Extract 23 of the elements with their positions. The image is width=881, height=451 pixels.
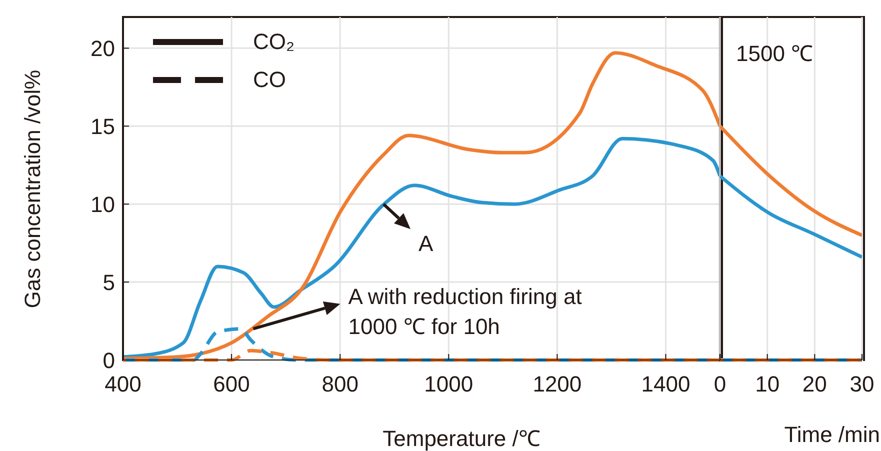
annotation: A xyxy=(418,230,434,258)
x-tick-label: 400 xyxy=(104,372,142,397)
x-axis-title: Time /min xyxy=(784,422,880,448)
y-tick-label: 20 xyxy=(90,36,115,61)
y-tick-label: 15 xyxy=(90,114,115,139)
y-tick-label: 10 xyxy=(90,192,115,217)
x-tick-label: 30 xyxy=(850,372,874,397)
y-tick-label: 0 xyxy=(102,348,115,373)
x-tick-label: 600 xyxy=(213,372,250,397)
annotation: A with reduction firing at 1000 ℃ for 10h xyxy=(348,282,583,341)
x-tick-label: 1200 xyxy=(532,372,582,397)
x-tick-label: 0 xyxy=(714,372,726,397)
x-tick-label: 10 xyxy=(755,372,780,397)
x-tick-label: 1000 xyxy=(424,372,474,397)
x-tick-label: 1400 xyxy=(641,372,690,397)
x-axis-title: Temperature /℃ xyxy=(382,425,540,451)
annotation: CO₂ xyxy=(253,29,295,55)
x-tick-label: 20 xyxy=(802,372,827,397)
y-axis-title: Gas concentration /vol% xyxy=(20,69,46,308)
annotation: CO xyxy=(253,67,286,93)
y-tick-label: 5 xyxy=(102,270,115,295)
x-tick-label: 800 xyxy=(322,372,358,397)
annotation: 1500 ℃ xyxy=(736,40,814,67)
